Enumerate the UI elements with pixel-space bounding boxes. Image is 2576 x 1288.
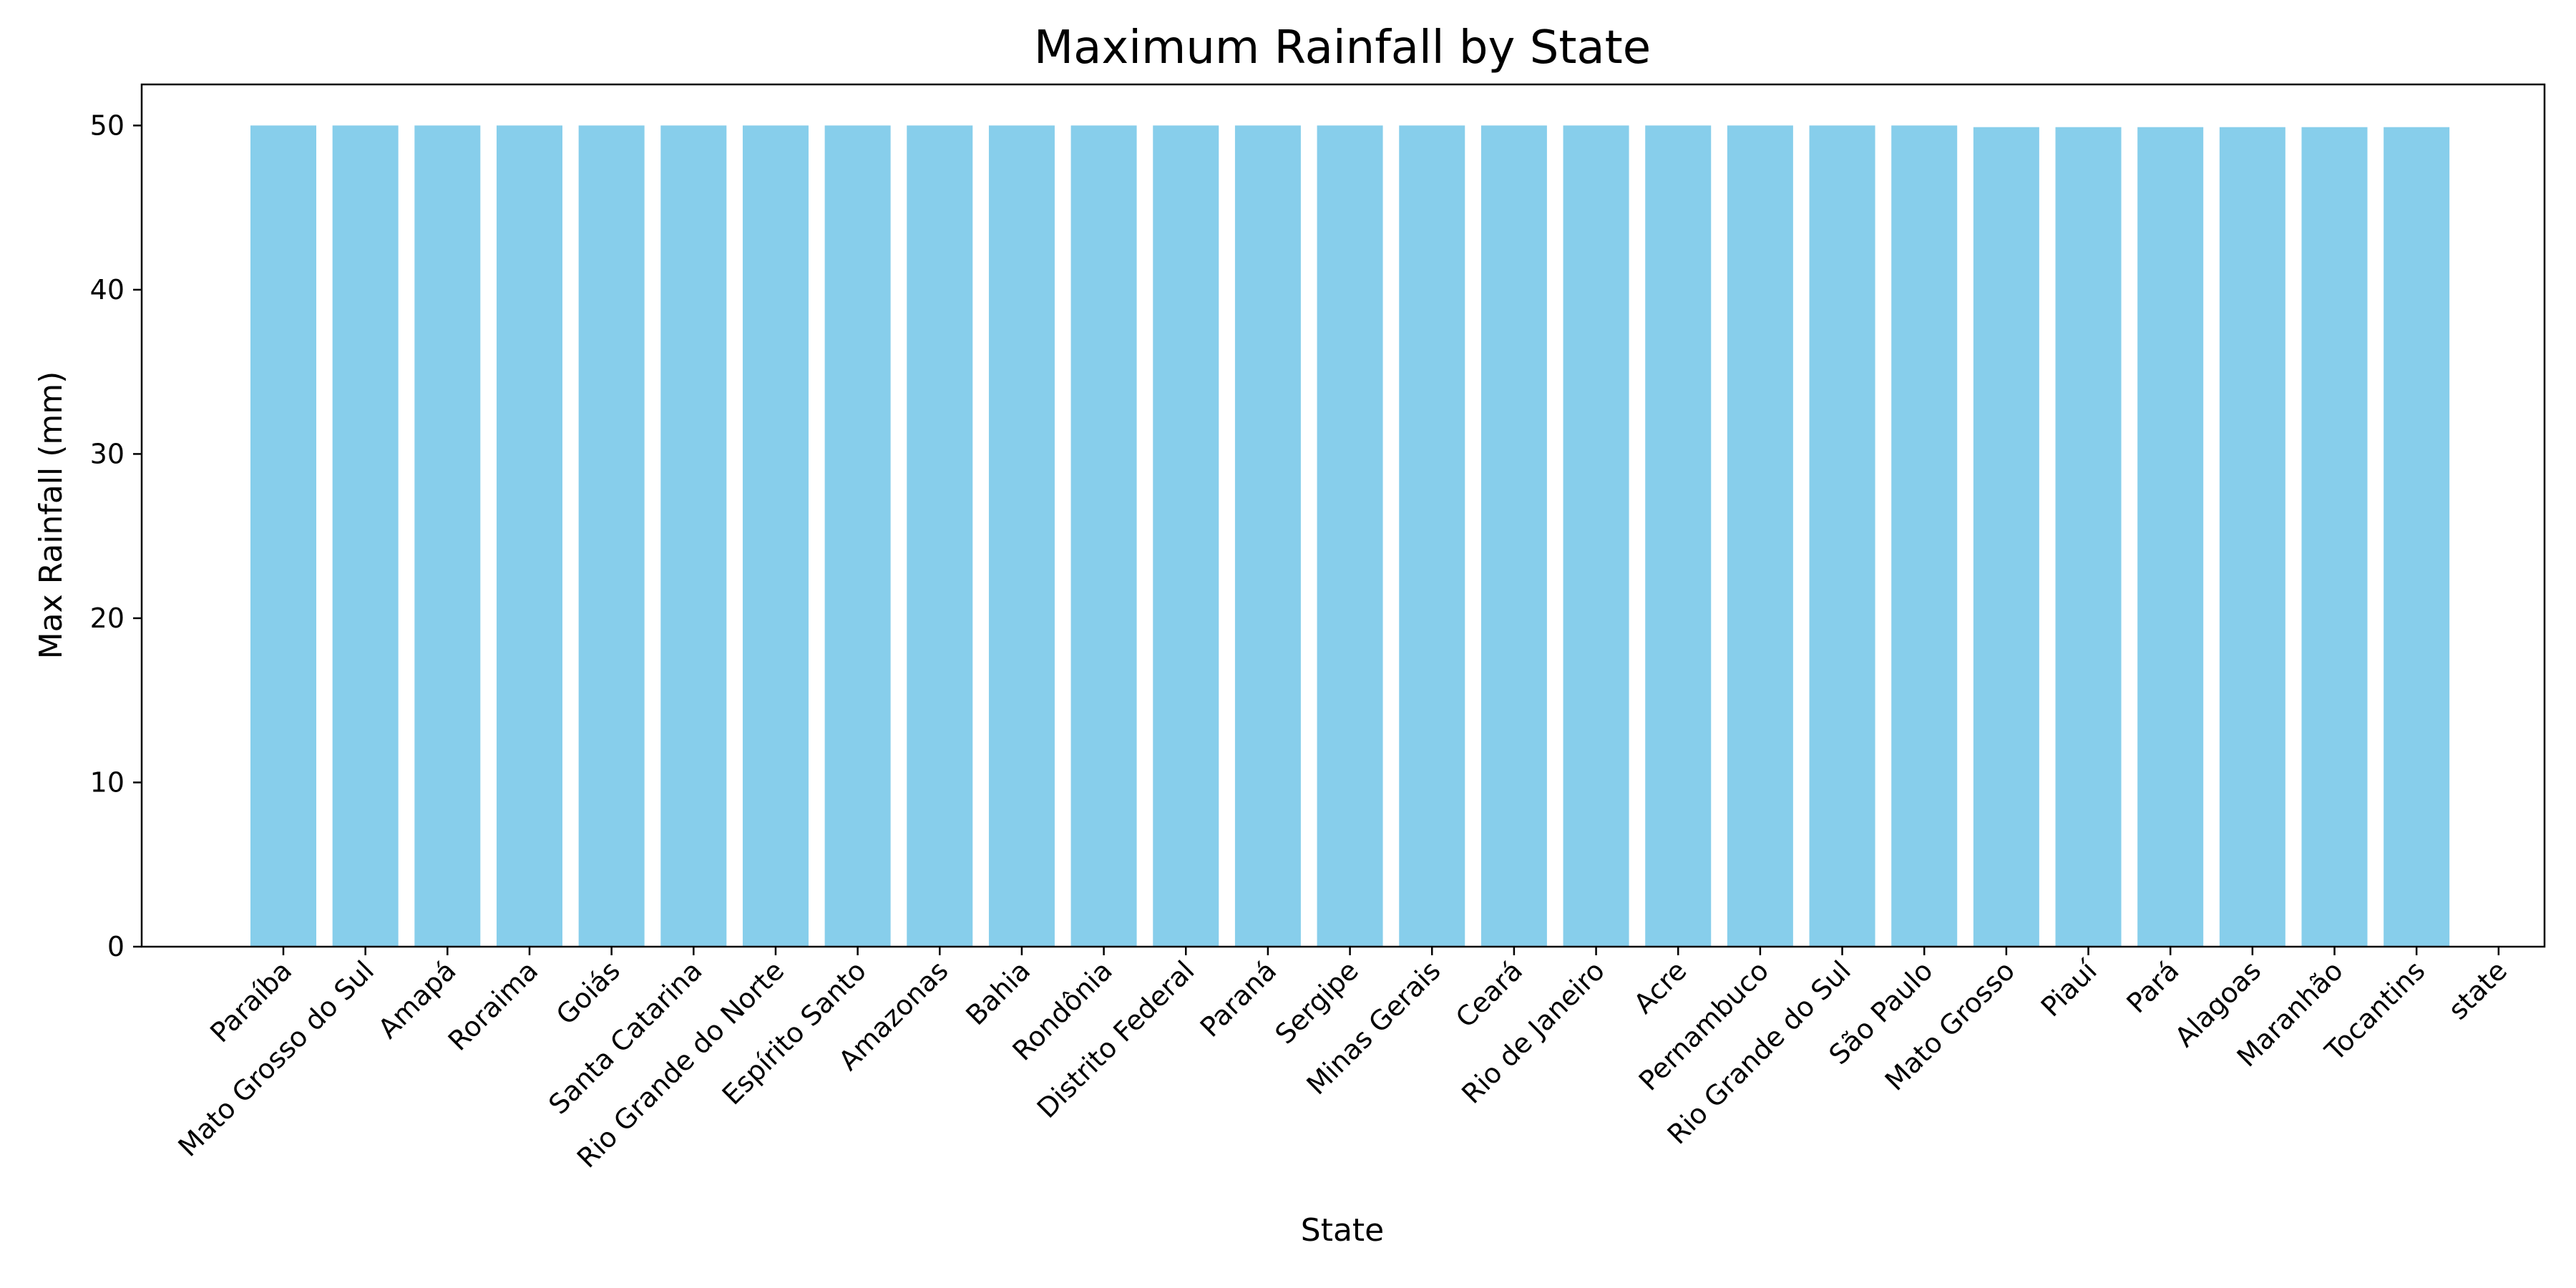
bar-ceará	[1480, 125, 1547, 947]
bar-rio-grande-do-norte	[742, 125, 809, 947]
plot-frame	[140, 83, 2546, 948]
y-axis: 0 10 20 30 40 50	[90, 109, 142, 962]
x-tick-label: Roraima	[442, 955, 545, 1057]
bar-paraná	[1234, 125, 1301, 947]
y-tick-label: 30	[90, 438, 125, 469]
y-tick-label: 20	[90, 602, 125, 634]
bar-sergipe	[1317, 125, 1383, 947]
bar-acre	[1645, 125, 1712, 947]
y-tick-label: 0	[107, 931, 125, 962]
bar-pernambuco	[1727, 125, 1793, 947]
bar-amazonas	[907, 125, 973, 947]
x-tick-label: Bahia	[960, 955, 1036, 1031]
bar-santa-catarina	[660, 125, 727, 947]
x-tick-label: Espírito Santo	[716, 955, 872, 1111]
bar-roraima	[496, 125, 562, 947]
bar-rondônia	[1070, 125, 1137, 947]
x-tick-label: Paraná	[1194, 955, 1283, 1043]
bar-espírito-santo	[824, 125, 891, 947]
bar-mato-grosso	[1973, 127, 2039, 947]
x-tick-label: Santa Catarina	[542, 955, 708, 1120]
x-tick-label: Pará	[2120, 955, 2185, 1019]
bar-são-paulo	[1891, 125, 1958, 947]
bar-bahia	[988, 125, 1055, 947]
bar-amapá	[414, 125, 481, 947]
y-tick-label: 50	[90, 109, 125, 141]
bar-paraíba	[250, 125, 316, 947]
bar-mato-grosso-do-sul	[332, 125, 399, 947]
x-tick-label: Rio de Janeiro	[1455, 955, 1611, 1110]
y-tick-label: 10	[90, 766, 125, 798]
x-tick-label: Acre	[1628, 955, 1693, 1020]
x-axis-label: State	[1301, 1212, 1384, 1249]
y-tick-label: 40	[90, 274, 125, 306]
bar-distrito-federal	[1153, 125, 1219, 947]
bar-rio-de-janeiro	[1563, 125, 1629, 947]
x-tick-label: Distrito Federal	[1031, 955, 1201, 1124]
bar-goiás	[578, 125, 645, 947]
x-tick-label: Ceará	[1450, 955, 1528, 1033]
bar-rio-grande-do-sul	[1809, 125, 1875, 947]
x-tick-label: state	[2442, 955, 2513, 1025]
x-tick-label: Piauí	[2035, 954, 2104, 1023]
chart-title: Maximum Rainfall by State	[1034, 21, 1651, 74]
bar-tocantins	[2384, 127, 2450, 947]
bars-group	[250, 125, 2450, 947]
bar-pará	[2137, 127, 2204, 947]
bar-maranhão	[2301, 127, 2368, 947]
y-axis-label: Max Rainfall (mm)	[33, 371, 69, 660]
bar-alagoas	[2219, 127, 2285, 947]
bar-minas-gerais	[1399, 125, 1465, 947]
x-tick-label: Goiás	[550, 955, 626, 1030]
bar-piauí	[2055, 127, 2122, 947]
